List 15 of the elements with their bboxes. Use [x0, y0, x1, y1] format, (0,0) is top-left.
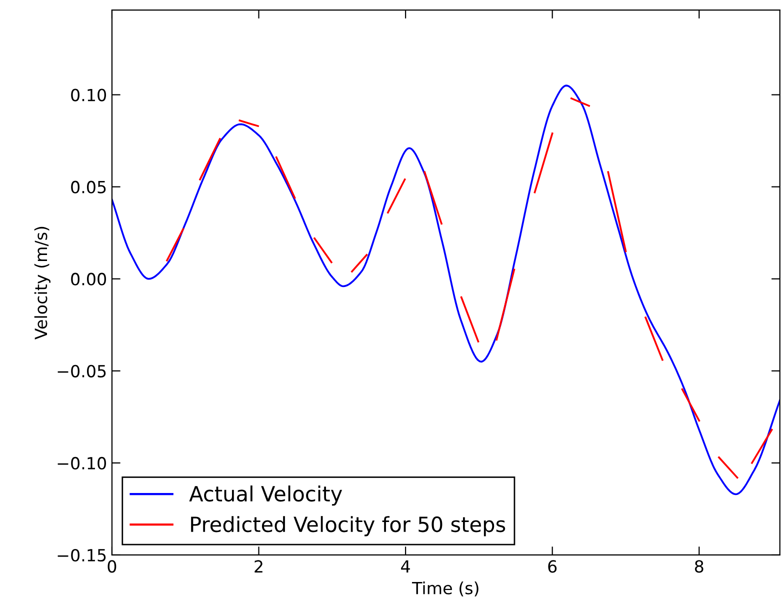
y-tick-label: −0.15 [58, 548, 106, 562]
x-tick-label: 2 [254, 560, 262, 572]
x-tick-label: 4 [401, 560, 410, 572]
x-tick-label: 6 [548, 560, 557, 573]
y-tick-label: −0.05 [58, 364, 106, 378]
y-tick-label: 0.00 [71, 272, 106, 286]
x-tick-label: 8 [694, 560, 704, 573]
y-tick-label: −0.10 [58, 456, 106, 470]
legend-label: Predicted Velocity for 50 steps [191, 516, 506, 536]
y-axis-title: Velocity (m/s) [34, 226, 50, 340]
x-axis-title: Time (s) [412, 582, 478, 596]
legend-label: Actual Velocity [189, 485, 342, 506]
y-tick-label: 0.05 [71, 180, 106, 194]
y-tick-label: 0.10 [71, 88, 106, 102]
x-tick-label: 0 [108, 560, 116, 573]
